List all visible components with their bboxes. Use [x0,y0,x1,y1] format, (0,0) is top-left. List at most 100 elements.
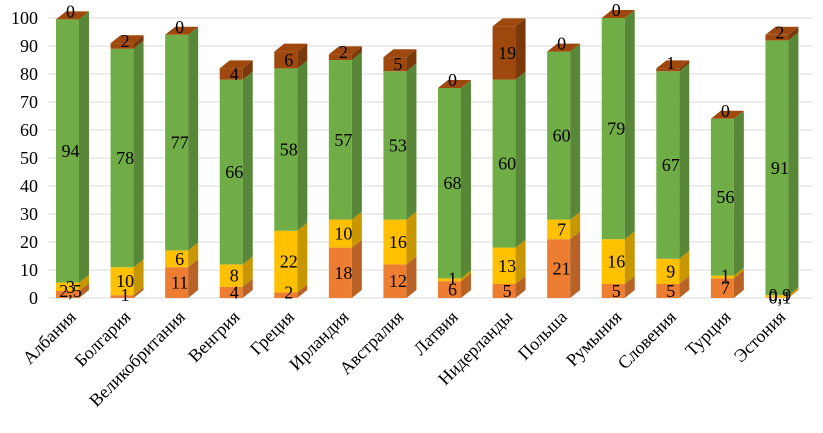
bar-segment-side [297,222,308,293]
y-tick-label: 40 [20,176,38,196]
category-label: Венгрия [184,307,243,366]
data-label: 2 [775,22,784,42]
bar-top-face [219,60,253,69]
data-label: 12 [389,271,407,291]
bar-segment-side [679,276,690,298]
bar-segment-side [242,256,253,287]
bar-segment [601,239,625,284]
bar-segment-side [133,40,144,268]
y-tick-label: 10 [20,260,38,280]
data-label: 0,9 [769,285,792,305]
bar-segment [383,264,407,298]
bar-segment [438,278,461,282]
bar-segment [274,292,298,298]
data-label: 16 [607,252,625,272]
bar-segment-side [79,274,89,291]
bar-segment-side [679,60,690,72]
bar-segment-side [570,43,581,220]
bar-segment [601,18,625,240]
bar-segment [274,51,298,69]
bar-segment-side [515,239,526,284]
bar-segment-side [188,242,199,268]
bar-segment-side [788,32,799,296]
data-label: 0 [557,34,566,54]
y-tick-label: 80 [20,64,38,84]
data-label: 5 [666,281,675,301]
data-label: 21 [553,259,571,279]
data-label: 18 [334,263,352,283]
data-label: 91 [771,158,789,178]
data-label: 1 [721,266,730,286]
data-label: 6 [284,50,293,70]
bar-segment [219,264,243,287]
bar-segment-side [79,11,89,283]
bar-top-face [274,43,308,52]
bar-segment-side [788,287,799,298]
data-label: 57 [334,130,352,150]
bar-segment-side [406,256,417,298]
data-label: 94 [62,141,80,161]
data-label: 1 [121,285,130,305]
bar-segment [328,54,352,60]
data-label: 2 [284,282,293,302]
bar-segment [219,68,243,80]
data-label: 60 [553,126,571,146]
bar-segment-side [79,283,89,298]
bar-segment [383,71,407,220]
data-label: 58 [280,140,298,160]
bar-top-face [438,80,471,88]
bar-top-face [165,26,199,35]
bar-top-face [56,11,89,20]
data-label: 2 [121,31,130,51]
bar-segment-side [351,211,362,248]
data-label: 0 [66,1,75,21]
bar-segment [492,26,516,80]
bar-segment-side [788,289,799,298]
bar-segment [547,239,571,298]
data-label: 7 [721,278,730,298]
bar-segment-side [788,26,799,41]
category-label: Латвия [409,307,461,359]
bar-segment [219,286,243,298]
bar-segment-side [406,63,417,220]
data-label: 0,1 [769,288,792,308]
data-label: 67 [662,155,680,175]
category-label: Словения [614,307,680,373]
bar-segment [492,247,516,284]
bar-segment-side [133,259,144,296]
bar-segment-side [570,211,581,240]
bar-segment-side [351,239,362,298]
bar-segment-side [406,211,417,265]
bar-segment [710,118,734,276]
bar-segment [656,258,680,284]
bar-segment [56,19,79,283]
bar-segment [110,295,134,298]
bar-segment [274,230,298,293]
bar-segment [547,219,571,240]
data-label: 77 [171,133,189,153]
y-tick-label: 100 [11,8,38,28]
data-label: 0 [448,70,457,90]
data-label: 19 [498,43,516,63]
data-label: 5 [393,54,402,74]
data-labels: 2,53940110782116770486642225861810572121… [59,0,791,308]
bar-segment-side [297,43,308,69]
bar-segment [274,68,298,231]
bar-segment-side [461,270,471,282]
bar-segment-side [242,71,253,265]
bar-segment [328,219,352,248]
category-label: Албания [19,307,80,368]
data-label: 16 [389,232,407,252]
bar-segment [710,275,734,279]
bar-segment-side [733,270,744,298]
bar-segment-side [570,231,581,298]
data-label: 22 [280,252,298,272]
data-label: 8 [230,266,239,286]
data-label: 53 [389,135,407,155]
bar-segment-side [461,273,471,298]
bar-segment-side [188,259,199,298]
bar-segment-side [624,10,635,240]
bar-segment [383,57,407,72]
bar-segment [656,68,680,72]
